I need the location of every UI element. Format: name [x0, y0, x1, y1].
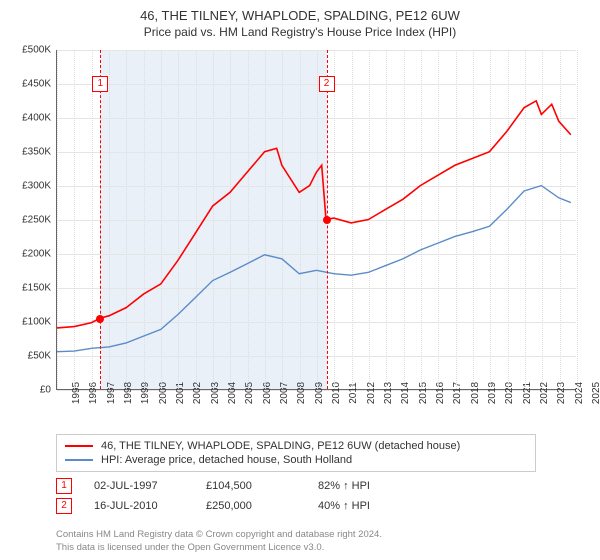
chart-title: 46, THE TILNEY, WHAPLODE, SPALDING, PE12… [0, 8, 600, 23]
transaction-row: 2 16-JUL-2010 £250,000 40% ↑ HPI [56, 498, 408, 514]
transaction-pct: 40% ↑ HPI [318, 500, 408, 512]
title-area: 46, THE TILNEY, WHAPLODE, SPALDING, PE12… [0, 0, 600, 39]
legend-item: HPI: Average price, detached house, Sout… [65, 453, 527, 467]
chart-plot-area: £0£50K£100K£150K£200K£250K£300K£350K£400… [56, 50, 576, 390]
chart-lines [57, 50, 576, 389]
y-tick-label: £250K [22, 215, 51, 226]
transaction-price: £104,500 [206, 480, 296, 492]
gridline-v [577, 50, 578, 389]
legend: 46, THE TILNEY, WHAPLODE, SPALDING, PE12… [56, 434, 536, 472]
series-property [57, 101, 571, 328]
chart-subtitle: Price paid vs. HM Land Registry's House … [0, 25, 600, 39]
attribution-line2: This data is licensed under the Open Gov… [56, 542, 382, 554]
y-tick-label: £50K [28, 351, 51, 362]
transaction-table: 1 02-JUL-1997 £104,500 82% ↑ HPI 2 16-JUL-201… [56, 478, 408, 518]
marker-line-1 [100, 50, 101, 389]
transaction-price: £250,000 [206, 500, 296, 512]
legend-label: HPI: Average price, detached house, Sout… [101, 454, 352, 466]
transaction-date: 02-JUL-1997 [94, 480, 184, 492]
legend-label: 46, THE TILNEY, WHAPLODE, SPALDING, PE12… [101, 440, 460, 452]
marker-label-1: 1 [92, 76, 108, 92]
marker-dot-1 [96, 315, 104, 323]
marker-dot-2 [323, 216, 331, 224]
y-tick-label: £350K [22, 147, 51, 158]
legend-item: 46, THE TILNEY, WHAPLODE, SPALDING, PE12… [65, 439, 527, 453]
transaction-pct: 82% ↑ HPI [318, 480, 408, 492]
y-tick-label: £100K [22, 317, 51, 328]
y-tick-label: £450K [22, 79, 51, 90]
series-hpi [57, 186, 571, 352]
y-tick-label: £300K [22, 181, 51, 192]
legend-swatch [65, 459, 93, 461]
transaction-date: 16-JUL-2010 [94, 500, 184, 512]
y-tick-label: £200K [22, 249, 51, 260]
y-tick-label: £150K [22, 283, 51, 294]
chart-container: 46, THE TILNEY, WHAPLODE, SPALDING, PE12… [0, 0, 600, 560]
legend-swatch [65, 445, 93, 447]
transaction-row: 1 02-JUL-1997 £104,500 82% ↑ HPI [56, 478, 408, 494]
attribution: Contains HM Land Registry data © Crown c… [56, 529, 382, 554]
plot: £0£50K£100K£150K£200K£250K£300K£350K£400… [56, 50, 576, 390]
attribution-line1: Contains HM Land Registry data © Crown c… [56, 529, 382, 541]
y-tick-label: £0 [40, 385, 51, 396]
y-tick-label: £500K [22, 45, 51, 56]
marker-label-2: 2 [319, 76, 335, 92]
x-tick-label: 2025 [577, 382, 600, 404]
transaction-marker: 2 [56, 498, 72, 514]
transaction-marker: 1 [56, 478, 72, 494]
y-tick-label: £400K [22, 113, 51, 124]
